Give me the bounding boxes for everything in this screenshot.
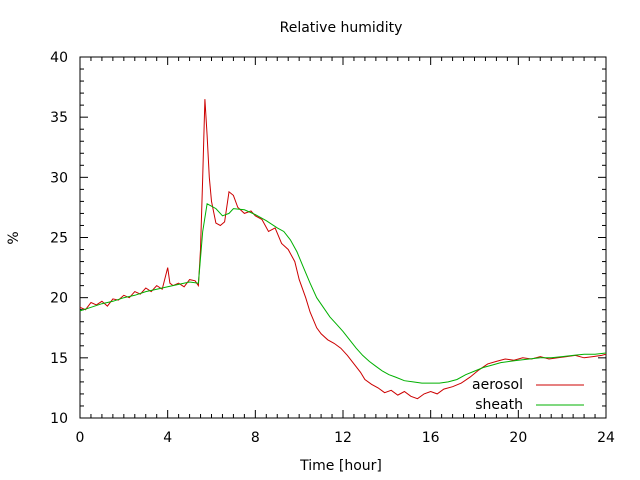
y-tick-label: 15 — [50, 351, 68, 367]
x-tick-label: 20 — [509, 430, 527, 446]
x-tick-label: 24 — [597, 430, 615, 446]
y-tick-label: 25 — [50, 231, 68, 247]
y-tick-label: 30 — [50, 170, 68, 186]
plot-frame — [79, 56, 607, 419]
x-tick-label: 0 — [76, 430, 85, 446]
x-tick-label: 4 — [163, 430, 172, 446]
series-layer — [79, 99, 607, 400]
series-line-aerosol — [79, 99, 607, 400]
y-tick-label: 35 — [50, 110, 68, 126]
chart-title: Relative humidity — [280, 20, 403, 36]
y-tick-label: 20 — [50, 291, 68, 307]
legend-label-aerosol: aerosol — [472, 377, 523, 393]
x-axis-label: Time [hour] — [299, 458, 382, 474]
legend: aerosol sheath — [472, 377, 584, 413]
x-tick-label: 8 — [251, 430, 260, 446]
x-tick-label: 16 — [422, 430, 440, 446]
x-axis: 0 4 8 12 16 20 24 — [76, 57, 615, 446]
y-axis: 10 15 20 25 30 35 40 — [50, 50, 606, 427]
y-tick-label: 40 — [50, 50, 68, 66]
y-axis-label: % — [6, 231, 22, 244]
y-tick-label: 10 — [50, 411, 68, 427]
series-line-sheath — [79, 203, 607, 384]
legend-label-sheath: sheath — [475, 397, 523, 413]
x-tick-label: 12 — [334, 430, 352, 446]
